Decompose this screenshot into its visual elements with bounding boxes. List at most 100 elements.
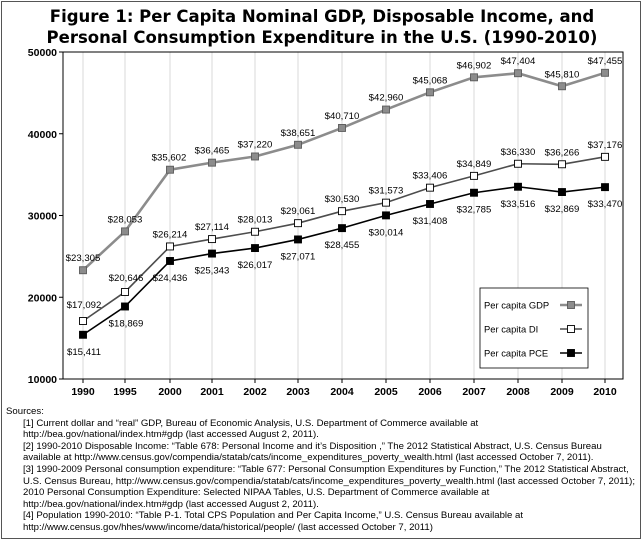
data-point-per-capita-gdp xyxy=(79,266,87,275)
data-point-per-capita-gdp xyxy=(208,158,216,167)
data-label-per-capita-gdp: $42,960 xyxy=(369,93,404,104)
x-tick-label: 2009 xyxy=(550,386,574,398)
data-label-per-capita-gdp: $36,465 xyxy=(195,146,230,157)
data-label-per-capita-pce: $26,017 xyxy=(238,260,273,271)
y-tick-label: 30000 xyxy=(28,211,57,223)
x-tick-label: 2003 xyxy=(286,386,310,398)
x-tick-label: 2005 xyxy=(374,386,398,398)
data-point-per-capita-gdp xyxy=(121,227,129,236)
y-tick-label: 10000 xyxy=(28,374,57,386)
legend-label-per-capita-pce: Per capita PCE xyxy=(484,348,548,359)
data-label-per-capita-di: $31,573 xyxy=(369,186,404,197)
chart-title-line-2: Personal Consumption Expenditure in the … xyxy=(46,28,598,47)
data-label-per-capita-pce: $18,869 xyxy=(109,318,144,329)
data-point-per-capita-gdp xyxy=(514,69,522,78)
data-label-per-capita-di: $33,406 xyxy=(413,171,448,182)
legend-marker-per-capita-pce xyxy=(567,349,575,357)
data-label-per-capita-gdp: $45,810 xyxy=(545,69,580,80)
data-point-per-capita-di xyxy=(558,160,566,169)
data-point-per-capita-pce xyxy=(426,200,434,208)
data-point-per-capita-gdp xyxy=(338,123,346,132)
data-label-per-capita-di: $34,849 xyxy=(457,159,492,170)
data-label-per-capita-pce: $25,343 xyxy=(195,266,230,277)
chart-title: Figure 1: Per Capita Nominal GDP, Dispos… xyxy=(0,6,644,48)
source-note-1: [1] Current dollar and “real” GDP, Burea… xyxy=(23,417,479,441)
x-tick-label: 2007 xyxy=(462,386,486,398)
source-note-2: [2] 1990-2010 Disposable Income: “Table … xyxy=(23,440,602,464)
data-point-per-capita-gdp xyxy=(382,105,390,114)
data-label-per-capita-di: $29,061 xyxy=(281,206,316,217)
data-label-per-capita-pce: $33,470 xyxy=(588,199,623,210)
data-point-per-capita-pce xyxy=(208,249,216,258)
data-point-per-capita-di xyxy=(166,242,174,251)
data-label-per-capita-di: $37,176 xyxy=(588,140,623,151)
data-point-per-capita-gdp xyxy=(470,73,478,82)
source-note-4: [4] Population 1990-2010: “Table P-1. To… xyxy=(23,510,524,533)
data-point-per-capita-pce xyxy=(121,302,129,311)
data-label-per-capita-pce: $32,785 xyxy=(457,205,492,216)
x-tick-label: 2004 xyxy=(330,386,354,398)
x-tick-label: 2001 xyxy=(200,386,224,398)
sources-heading: Sources: xyxy=(6,406,44,417)
chart-title-line-1: Figure 1: Per Capita Nominal GDP, Dispos… xyxy=(49,7,595,26)
data-point-per-capita-di xyxy=(338,207,346,216)
x-tick-label: 2002 xyxy=(243,386,267,398)
legend-label-per-capita-di: Per capita DI xyxy=(484,324,538,335)
data-point-per-capita-pce xyxy=(294,235,302,244)
data-label-per-capita-gdp: $23,305 xyxy=(66,253,101,264)
legend-marker-per-capita-gdp xyxy=(567,301,575,309)
y-tick-label: 40000 xyxy=(28,129,57,141)
x-tick-label: 1990 xyxy=(71,386,95,398)
data-point-per-capita-gdp xyxy=(601,68,609,77)
data-label-per-capita-di: $27,114 xyxy=(195,222,230,233)
y-tick-label: 20000 xyxy=(28,292,57,304)
data-label-per-capita-pce: $27,071 xyxy=(281,251,316,262)
data-label-per-capita-di: $30,530 xyxy=(325,194,360,205)
x-tick-label: 2000 xyxy=(158,386,182,398)
data-point-per-capita-di xyxy=(294,219,302,228)
x-tick-label: 2008 xyxy=(506,386,530,398)
data-label-per-capita-gdp: $38,651 xyxy=(281,128,316,139)
data-point-per-capita-di xyxy=(79,317,87,325)
data-point-per-capita-pce xyxy=(338,224,346,233)
x-tick-label: 2010 xyxy=(593,386,617,398)
data-point-per-capita-pce xyxy=(166,257,174,265)
data-point-per-capita-pce xyxy=(514,182,522,191)
data-label-per-capita-gdp: $40,710 xyxy=(325,111,360,122)
data-label-per-capita-di: $36,330 xyxy=(501,147,536,158)
data-label-per-capita-pce: $33,516 xyxy=(501,199,536,210)
data-label-per-capita-pce: $28,455 xyxy=(325,240,360,251)
data-point-per-capita-di xyxy=(382,198,390,207)
data-point-per-capita-di xyxy=(426,183,434,192)
data-label-per-capita-gdp: $35,602 xyxy=(152,153,187,164)
data-point-per-capita-pce xyxy=(251,244,259,253)
sources-block: Sources: [1] Current dollar and “real” G… xyxy=(3,406,639,534)
x-tick-label: 1995 xyxy=(113,386,137,398)
data-label-per-capita-pce: $32,869 xyxy=(545,204,580,215)
legend-label-per-capita-gdp: Per capita GDP xyxy=(484,300,549,311)
data-label-per-capita-gdp: $47,404 xyxy=(501,56,536,67)
data-point-per-capita-pce xyxy=(382,211,390,220)
data-label-per-capita-pce: $31,408 xyxy=(413,216,448,227)
data-point-per-capita-gdp xyxy=(558,82,566,91)
data-point-per-capita-di xyxy=(601,152,609,161)
data-point-per-capita-pce xyxy=(601,183,609,192)
data-label-per-capita-di: $36,266 xyxy=(545,147,580,158)
data-label-per-capita-gdp: $28,053 xyxy=(108,214,143,225)
data-label-per-capita-pce: $15,411 xyxy=(67,347,101,358)
data-point-per-capita-gdp xyxy=(166,165,174,174)
data-label-per-capita-di: $28,013 xyxy=(238,215,273,226)
data-label-per-capita-pce: $24,436 xyxy=(153,273,188,284)
data-label-per-capita-gdp: $46,902 xyxy=(457,60,492,71)
data-point-per-capita-gdp xyxy=(426,88,434,97)
source-note-3: [3] 1990-2009 Personal consumption expen… xyxy=(23,463,636,510)
data-point-per-capita-di xyxy=(470,171,478,180)
data-label-per-capita-gdp: $47,455 xyxy=(588,56,623,67)
y-tick-label: 50000 xyxy=(28,47,57,59)
data-label-per-capita-pce: $30,014 xyxy=(369,227,404,238)
legend-marker-per-capita-di xyxy=(567,325,575,333)
data-point-per-capita-gdp xyxy=(294,140,302,149)
data-label-per-capita-di: $17,092 xyxy=(67,300,102,311)
